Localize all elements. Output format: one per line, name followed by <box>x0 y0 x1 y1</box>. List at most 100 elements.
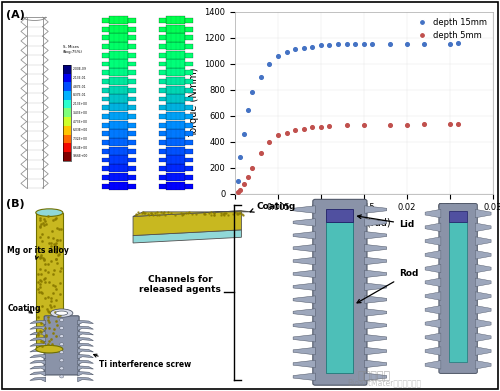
Bar <box>186 166 192 171</box>
Point <box>326 123 334 129</box>
Point <box>300 126 308 132</box>
Polygon shape <box>133 211 242 235</box>
Polygon shape <box>30 377 46 382</box>
Text: BioactMater生物活性材料: BioactMater生物活性材料 <box>347 379 422 388</box>
Bar <box>186 62 192 66</box>
Polygon shape <box>364 296 386 303</box>
Text: 4.87E-01: 4.87E-01 <box>73 84 86 89</box>
Text: 9.66E+00: 9.66E+00 <box>73 154 88 158</box>
Text: (A): (A) <box>6 10 25 20</box>
Circle shape <box>60 326 64 330</box>
Polygon shape <box>425 292 441 300</box>
Bar <box>166 94 186 102</box>
Bar <box>102 70 109 75</box>
Bar <box>158 44 166 49</box>
Polygon shape <box>30 371 46 376</box>
Circle shape <box>60 351 64 354</box>
Point <box>240 131 248 137</box>
Bar <box>158 158 166 162</box>
Polygon shape <box>425 223 441 231</box>
Bar <box>166 16 186 24</box>
Polygon shape <box>293 296 316 303</box>
Point <box>236 154 244 160</box>
Bar <box>166 164 186 172</box>
Bar <box>102 114 109 119</box>
Point <box>420 40 428 47</box>
Polygon shape <box>476 209 491 218</box>
Polygon shape <box>78 366 94 370</box>
Point <box>402 41 410 47</box>
Bar <box>109 138 128 146</box>
Circle shape <box>60 359 64 362</box>
Bar <box>166 42 186 50</box>
Polygon shape <box>476 292 491 300</box>
Polygon shape <box>425 209 441 218</box>
Text: 嘉峪检测网: 嘉峪检测网 <box>358 371 391 381</box>
Point <box>420 121 428 127</box>
Polygon shape <box>293 321 316 329</box>
Polygon shape <box>476 333 491 342</box>
Bar <box>158 166 166 171</box>
Point <box>282 129 290 136</box>
Polygon shape <box>364 231 386 239</box>
Bar <box>63 82 71 91</box>
Bar <box>63 126 71 135</box>
Text: Rod: Rod <box>357 269 418 303</box>
Bar <box>102 18 109 23</box>
Bar <box>186 123 192 127</box>
Point <box>386 122 394 128</box>
Polygon shape <box>293 283 316 291</box>
Bar <box>63 74 71 82</box>
Polygon shape <box>476 319 491 328</box>
Bar <box>128 18 136 23</box>
Polygon shape <box>364 360 386 368</box>
Bar <box>186 131 192 136</box>
Bar <box>128 114 136 119</box>
Bar <box>166 103 186 111</box>
Point <box>291 46 299 52</box>
Text: 8.64E+00: 8.64E+00 <box>73 146 88 150</box>
Bar <box>186 44 192 49</box>
Text: Mg or its alloy: Mg or its alloy <box>8 246 70 259</box>
Ellipse shape <box>36 345 63 353</box>
Bar <box>63 152 71 161</box>
Bar <box>128 44 136 49</box>
Bar <box>109 42 128 50</box>
Polygon shape <box>476 264 491 273</box>
Polygon shape <box>30 320 46 325</box>
Polygon shape <box>30 355 46 359</box>
Text: 2.13E-01: 2.13E-01 <box>73 76 86 80</box>
Bar <box>166 181 186 190</box>
Polygon shape <box>78 349 94 353</box>
Bar <box>326 222 353 373</box>
Bar <box>186 88 192 93</box>
Bar <box>63 91 71 100</box>
Bar <box>102 166 109 171</box>
Polygon shape <box>364 244 386 252</box>
Polygon shape <box>30 366 46 370</box>
Polygon shape <box>78 371 94 376</box>
Polygon shape <box>30 343 46 348</box>
Bar <box>186 36 192 40</box>
Y-axis label: Torque (Nmm): Torque (Nmm) <box>188 68 198 137</box>
Bar <box>102 158 109 162</box>
Bar <box>109 181 128 190</box>
Point <box>368 41 376 47</box>
X-axis label: Angle (rad): Angle (rad) <box>336 218 391 228</box>
Point <box>274 53 282 59</box>
Point <box>317 42 325 48</box>
Text: 3.43E+00: 3.43E+00 <box>73 111 88 115</box>
Bar <box>166 112 186 120</box>
Bar <box>109 25 128 33</box>
Bar <box>158 18 166 23</box>
Polygon shape <box>78 377 94 382</box>
Polygon shape <box>293 309 316 316</box>
Text: Ti interference screw: Ti interference screw <box>94 354 190 369</box>
Polygon shape <box>364 334 386 342</box>
Polygon shape <box>364 270 386 278</box>
Point <box>308 44 316 50</box>
Polygon shape <box>30 337 46 342</box>
Point <box>257 74 265 80</box>
Point <box>342 41 350 47</box>
Bar <box>102 62 109 66</box>
